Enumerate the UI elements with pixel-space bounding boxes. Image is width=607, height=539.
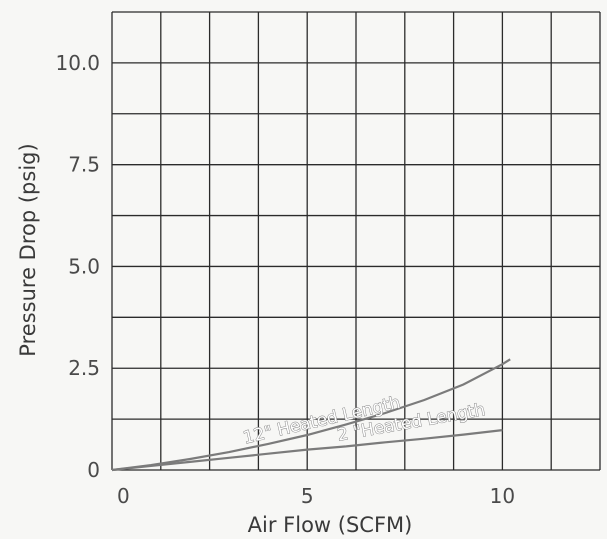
y-tick-labels: 0 2.5 5.0 7.5 10.0 — [55, 51, 100, 482]
x-tick-labels: 0 5 10 — [117, 484, 515, 508]
x-tick-label: 0 — [117, 484, 130, 508]
y-tick-label: 0 — [87, 458, 100, 482]
series-line-0 — [111, 358, 511, 472]
series-line-1 — [111, 429, 503, 472]
series-lines — [111, 358, 511, 472]
y-tick-label: 10.0 — [55, 51, 100, 75]
x-tick-label: 10 — [490, 484, 515, 508]
series-labels: 12" Heated Length 2 "Heated Length — [241, 392, 487, 448]
y-tick-label: 7.5 — [68, 153, 100, 177]
x-axis-title: Air Flow (SCFM) — [248, 513, 413, 537]
grid — [111, 11, 601, 471]
x-tick-label: 5 — [301, 484, 314, 508]
y-tick-label: 5.0 — [68, 254, 100, 278]
y-tick-label: 2.5 — [68, 356, 100, 380]
y-axis-title: Pressure Drop (psig) — [16, 143, 40, 356]
